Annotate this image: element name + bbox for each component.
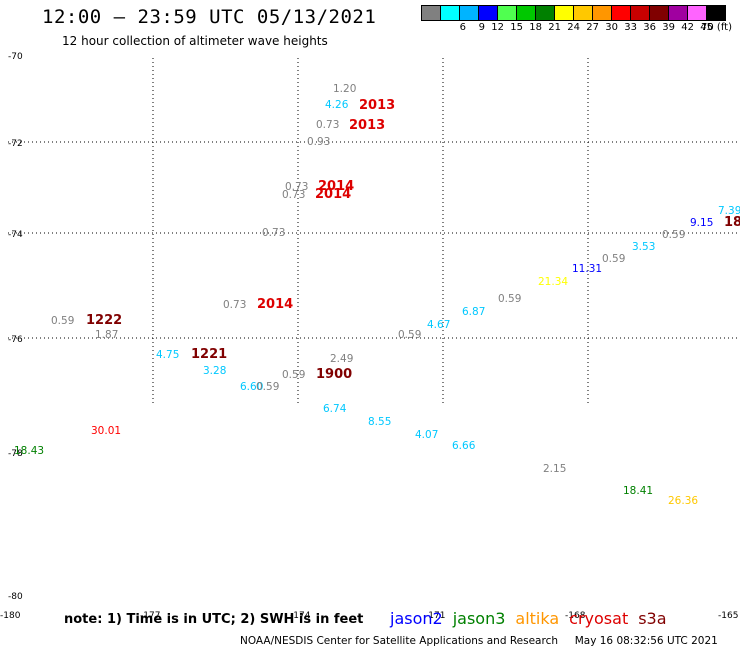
legend-label: 12 [491, 22, 504, 33]
wave-height-value: 0.73 [223, 299, 246, 311]
wave-height-value: 1.87 [95, 329, 118, 341]
wave-height-value: 2014 [257, 297, 293, 312]
credit-text: NOAA/NESDIS Center for Satellite Applica… [240, 635, 558, 647]
longitude-label: -171 [425, 611, 445, 621]
satellite-jason2: jason2 [390, 609, 443, 628]
wave-height-value: 3.28 [203, 365, 226, 377]
wave-height-value: 0.59 [602, 253, 625, 265]
latitude-label: -76 [8, 335, 23, 345]
wave-height-value: 2.15 [543, 463, 566, 475]
wave-height-value: 11.31 [572, 263, 602, 275]
legend-label: 30 [605, 22, 618, 33]
legend-label: 27 [586, 22, 599, 33]
wave-height-value: 2013 [359, 98, 395, 113]
satellite-cryosat: cryosat [569, 609, 629, 628]
timestamp: May 16 08:32:56 UTC 2021 [574, 635, 718, 647]
wave-height-value: 0.59 [282, 369, 305, 381]
satellite-jason3: jason3 [452, 609, 506, 628]
legend-swatch: 15 [497, 5, 523, 33]
color-legend: 6 9 12 15 18 21 24 27 30 33 36 39 42 45 70 (ft) [421, 5, 732, 33]
wave-height-value: 0.59 [398, 329, 421, 341]
wave-height-value: 0.59 [498, 293, 521, 305]
legend-swatch: 12 [478, 5, 504, 33]
wave-height-value: 4.67 [427, 319, 450, 331]
wave-height-value: 26.36 [668, 495, 698, 507]
wave-height-value: 0.73 [282, 189, 305, 201]
satellite-s3a: s3a [638, 609, 667, 628]
latitude-label: -74 [8, 230, 23, 240]
legend-swatch: 33 [611, 5, 637, 33]
wave-height-value: 4.26 [325, 99, 349, 111]
map-subtitle: 12 hour collection of altimeter wave hei… [62, 34, 328, 48]
wave-height-value: 21.34 [538, 276, 568, 288]
latitude-label: -72 [8, 139, 23, 149]
legend-label: 42 [681, 22, 694, 33]
latitude-label: -80 [8, 592, 23, 602]
wave-height-value: 0.73 [262, 227, 285, 239]
longitude-label: -177 [140, 611, 160, 621]
wave-height-value: 6.87 [462, 306, 485, 318]
footer-note: note: 1) Time is in UTC; 2) SWH is in fe… [64, 612, 364, 627]
wave-height-value: 4.07 [415, 429, 438, 441]
latitude-label: -78 [8, 449, 23, 459]
wave-height-value: 0.59 [51, 315, 74, 327]
legend-label: 24 [567, 22, 580, 33]
wave-height-value: 30.01 [91, 425, 121, 437]
wave-height-value: 6.60 [240, 381, 263, 393]
wave-height-value: 18.41 [623, 485, 653, 497]
legend-label: 18 [529, 22, 542, 33]
wave-height-value: 0.59 [662, 229, 685, 241]
longitude-label: -165 [718, 611, 738, 621]
wave-height-value: 9.15 [690, 217, 713, 229]
wave-height-value: 8.55 [368, 416, 391, 428]
legend-label: 15 [510, 22, 523, 33]
wave-height-value: 2.49 [330, 353, 353, 365]
legend-label: 70 (ft) [701, 22, 732, 33]
wave-height-value: 2014 [318, 179, 354, 194]
legend-label: 33 [624, 22, 637, 33]
wave-height-value: 3.53 [632, 241, 655, 253]
wave-height-value: 1.20 [333, 83, 356, 95]
satellite-altika: altika [515, 609, 560, 628]
wave-height-value: 0.73 [285, 181, 308, 193]
wave-height-value: 2014 [315, 187, 351, 202]
legend-swatch: 30 [592, 5, 618, 33]
wave-height-value: 4.75 [156, 349, 179, 361]
wave-height-value: 1221 [191, 347, 227, 362]
legend-swatch: 70 (ft) [701, 5, 732, 33]
latitude-label: -70 [8, 52, 23, 62]
wave-height-value: 0.59 [256, 381, 279, 393]
legend-label: 9 [478, 22, 485, 33]
wave-height-value: 6.74 [323, 403, 347, 415]
wave-height-value: 6.66 [452, 440, 476, 452]
wave-height-value: 7.39 [718, 205, 740, 217]
longitude-label: -180 [0, 611, 21, 621]
wave-height-value: 1222 [86, 313, 122, 328]
longitude-label: -168 [565, 611, 586, 621]
wave-height-value: 18 [724, 215, 740, 230]
satellite-legend: jason2 jason3 altika cryosat s3a [390, 609, 677, 628]
longitude-label: -174 [290, 611, 311, 621]
credit-line: NOAA/NESDIS Center for Satellite Applica… [240, 635, 718, 647]
legend-swatch: 27 [573, 5, 599, 33]
legend-label: 45 [700, 22, 713, 33]
wave-height-value: 2013 [349, 118, 385, 133]
legend-label: 36 [643, 22, 656, 33]
wave-height-value: 0.93 [307, 136, 330, 148]
legend-label: 6 [459, 22, 466, 33]
wave-height-value: 1900 [316, 367, 352, 382]
legend-label: 39 [662, 22, 675, 33]
wave-height-value: 0.73 [316, 119, 339, 131]
map-title: 12:00 – 23:59 UTC 05/13/2021 [42, 6, 377, 28]
legend-label: 21 [548, 22, 561, 33]
wave-height-value: 18.43 [14, 445, 44, 457]
